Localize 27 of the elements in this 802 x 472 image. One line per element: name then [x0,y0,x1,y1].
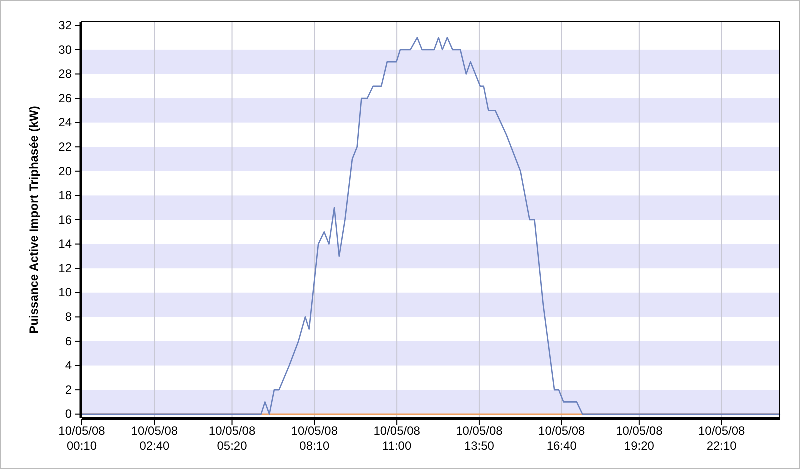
y-tick-label: 20 [58,164,72,178]
x-tick-label: 10/05/08 16:40 [538,424,586,453]
x-tick-label: 10/05/08 11:00 [374,424,421,453]
x-tick-label: 10/05/08 19:20 [616,424,664,453]
y-tick-label: 16 [58,212,72,227]
y-tick-label: 22 [58,140,72,154]
y-tick-label: 8 [65,310,72,324]
y-axis-title: Puissance Active Import Triphasée (kW) [27,106,41,334]
y-tick-label: 6 [65,334,72,348]
x-tick-label: 10/05/08 05:20 [208,424,256,453]
y-tick-label: 14 [58,237,72,252]
y-tick-label: 12 [58,261,72,276]
y-tick-label: 32 [58,18,72,32]
y-tick-label: 10 [58,286,72,300]
y-tick-label: 4 [65,358,72,373]
x-tick-label: 10/05/08 08:10 [291,424,338,453]
y-tick-label: 18 [58,188,72,203]
x-tick-label: 10/05/08 02:40 [131,424,178,453]
y-tick-label: 0 [65,407,72,422]
y-tick-label: 30 [58,42,72,57]
x-tick-label: 10/05/08 22:10 [698,424,746,453]
x-tick-label: 10/05/08 00:10 [58,424,106,453]
y-tick-label: 24 [58,116,72,130]
y-tick-label: 2 [65,382,72,397]
y-tick-label: 26 [58,91,72,106]
x-tick-label: 10/05/08 13:50 [456,424,504,453]
y-tick-label: 28 [58,67,72,82]
